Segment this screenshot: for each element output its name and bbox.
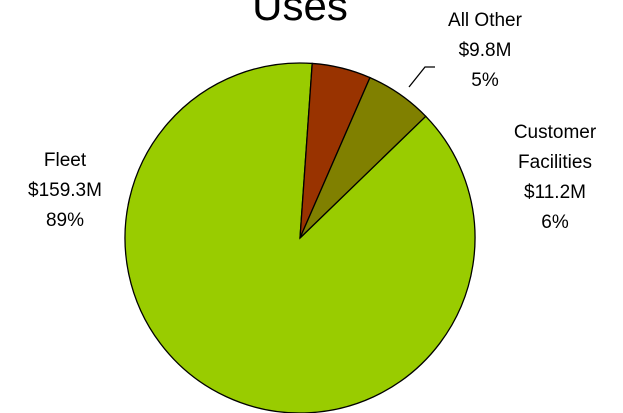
slice-label-customer-facilities-amount: $11.2M [524, 182, 586, 203]
slice-label-fleet-name: Fleet [44, 150, 87, 171]
slice-label-all-other-name: All Other [448, 10, 523, 31]
leader-line-all-other [408, 66, 435, 88]
chart-title: Uses [252, 0, 348, 29]
slice-label-fleet-percent: 89% [46, 210, 84, 231]
slice-label-customer-facilities-name-line2: Facilities [518, 152, 592, 173]
slice-label-customer-facilities-percent: 6% [541, 212, 569, 233]
slice-label-fleet-amount: $159.3M [28, 180, 102, 201]
slice-label-all-other-percent: 5% [471, 70, 499, 91]
slice-label-customer-facilities-name-line1: Customer [514, 122, 597, 143]
pie-slice-customer-facilities [299, 76, 427, 239]
slice-label-all-other-amount: $9.8M [459, 40, 512, 61]
pie-slices [124, 62, 476, 413]
